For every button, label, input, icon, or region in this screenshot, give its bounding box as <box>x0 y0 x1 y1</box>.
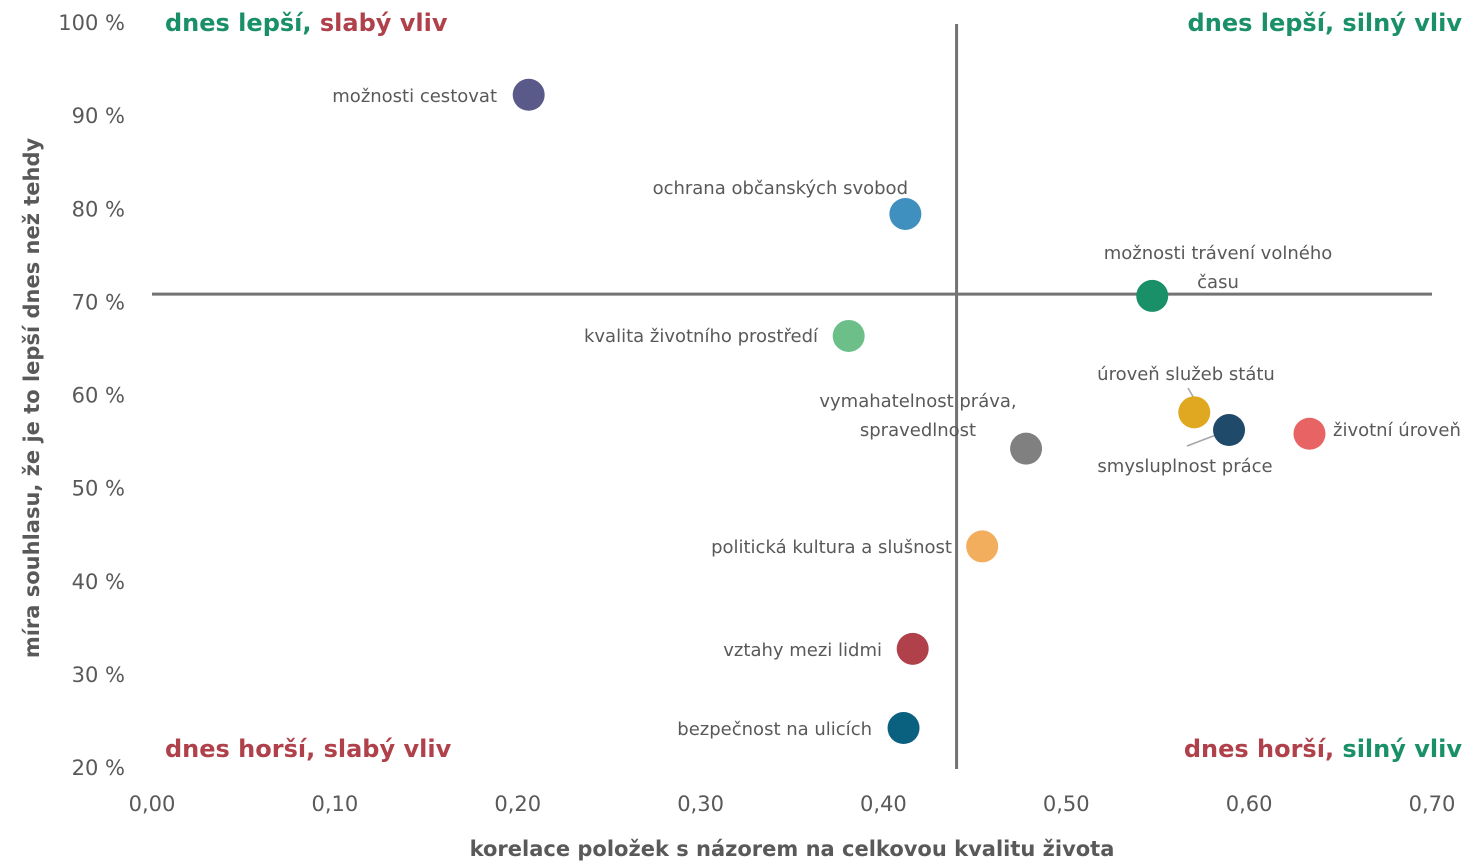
quadrant-label-part: slabý vliv <box>320 9 448 37</box>
point-label: ochrana občanských svobod <box>653 178 908 199</box>
quadrant-label-part: dnes lepší <box>1188 9 1327 37</box>
point <box>889 197 922 230</box>
quadrant-label-part: , <box>1325 735 1342 763</box>
x-tick-label: 0,40 <box>860 792 907 816</box>
quadrant-label-part: , <box>302 9 319 37</box>
x-tick-label: 0,70 <box>1409 792 1456 816</box>
y-tick-label: 60 % <box>72 384 125 408</box>
y-tick-label: 20 % <box>72 756 125 780</box>
point <box>1010 432 1043 465</box>
point-label: životní úroveň <box>1333 420 1461 441</box>
point-label: možnosti trávení volného <box>1104 243 1333 264</box>
quadrant-label-part: dnes horší <box>165 735 308 763</box>
point <box>1213 414 1246 447</box>
quadrant-label-part: silný vliv <box>1342 9 1462 37</box>
point-label: vztahy mezi lidmi <box>723 640 882 661</box>
point-label: bezpečnost na ulicích <box>677 719 872 740</box>
quadrant-label-part: dnes lepší <box>165 9 304 37</box>
point-label: možnosti cestovat <box>332 86 497 107</box>
y-tick-label: 90 % <box>72 104 125 128</box>
x-tick-label: 0,20 <box>494 792 541 816</box>
point <box>832 319 865 352</box>
point <box>896 632 929 665</box>
point <box>966 530 999 563</box>
y-axis-title: míra souhlasu, že je to lepší dnes než t… <box>20 138 44 659</box>
y-tick-label: 30 % <box>72 663 125 687</box>
x-tick-label: 0,60 <box>1226 792 1273 816</box>
x-tick-label: 0,00 <box>129 792 176 816</box>
x-axis-title: korelace položek s názorem na celkovou k… <box>470 837 1115 861</box>
point <box>1293 417 1326 450</box>
quadrant-label: dnes lepší, slabý vliv <box>165 9 448 37</box>
y-tick-label: 100 % <box>58 11 125 35</box>
x-tick-label: 0,50 <box>1043 792 1090 816</box>
quadrant-label-part: dnes horší <box>1184 735 1327 763</box>
point-label: kvalita životního prostředí <box>584 326 819 347</box>
point-label: smysluplnost práce <box>1097 456 1272 477</box>
x-tick-label: 0,10 <box>311 792 358 816</box>
point-label: vymahatelnost práva, <box>819 391 1016 412</box>
x-tick-label: 0,30 <box>677 792 724 816</box>
quadrant-label: dnes lepší, silný vliv <box>1188 9 1463 37</box>
y-tick-label: 80 % <box>72 197 125 221</box>
quadrant-label: dnes horší, silný vliv <box>1184 735 1463 763</box>
quadrant-label-part: slabý vliv <box>324 735 452 763</box>
y-tick-label: 70 % <box>72 290 125 314</box>
quadrant-label-part: silný vliv <box>1342 735 1462 763</box>
point <box>1136 279 1169 312</box>
y-tick-label: 50 % <box>72 477 125 501</box>
point-label: spravedlnost <box>860 420 976 441</box>
point-label: politická kultura a slušnost <box>711 537 952 558</box>
quadrant-label: dnes horší, slabý vliv <box>165 735 452 763</box>
quadrant-label-part: , <box>306 735 323 763</box>
quadrant-label-part: , <box>1325 9 1342 37</box>
point-label: času <box>1197 272 1239 293</box>
point <box>887 712 920 745</box>
y-tick-label: 40 % <box>72 570 125 594</box>
point <box>512 78 545 111</box>
point-label: úroveň služeb státu <box>1097 364 1275 385</box>
point <box>1178 396 1211 429</box>
